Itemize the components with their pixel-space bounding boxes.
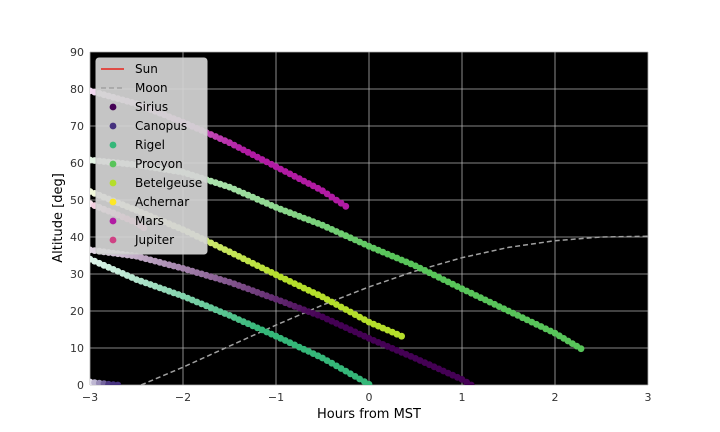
y-tick-label: 70 — [70, 120, 84, 133]
moon-line — [140, 235, 648, 385]
x-tick-label: 1 — [459, 391, 466, 404]
legend-label-jupiter: Jupiter — [134, 233, 174, 247]
legend-label-canopus: Canopus — [135, 119, 187, 133]
legend-swatch-mars — [109, 217, 117, 225]
y-tick-label: 80 — [70, 83, 84, 96]
x-tick-label: 3 — [645, 391, 652, 404]
legend-label-sirius: Sirius — [135, 100, 168, 114]
y-ticks: 0 10 20 30 40 50 60 70 80 90 — [70, 46, 84, 392]
legend-label-mars: Mars — [135, 214, 164, 228]
x-tick-label: −3 — [82, 391, 98, 404]
legend-label-betelgeuse: Betelgeuse — [135, 176, 202, 190]
legend-swatch-sirius — [109, 103, 117, 111]
y-tick-label: 50 — [70, 194, 84, 207]
x-tick-label: −1 — [268, 391, 284, 404]
legend-label-sun: Sun — [135, 62, 158, 76]
procyon-point — [577, 345, 585, 353]
legend-swatch-procyon — [109, 160, 117, 168]
grid — [89, 51, 649, 386]
legend-label-procyon: Procyon — [135, 157, 183, 171]
rigel-point — [365, 380, 373, 385]
y-tick-label: 10 — [70, 342, 84, 355]
y-tick-label: 20 — [70, 305, 84, 318]
x-tick-label: 0 — [366, 391, 373, 404]
legend: Sun Moon Sirius Canopus Rigel Procyon Betelgeu… — [95, 57, 208, 255]
legend-swatch-canopus — [109, 122, 117, 130]
legend-swatch-jupiter — [109, 236, 117, 244]
legend-swatch-betelgeuse — [109, 179, 117, 187]
y-tick-label: 90 — [70, 46, 84, 59]
legend-label-moon: Moon — [135, 81, 168, 95]
canopus-point — [114, 381, 122, 385]
betelgeuse-point — [398, 332, 405, 340]
y-axis-title: Altitude [deg] — [51, 173, 66, 263]
legend-label-achernar: Achernar — [135, 195, 189, 209]
legend-swatch-rigel — [109, 141, 117, 149]
x-tick-label: 2 — [552, 391, 559, 404]
y-tick-label: 60 — [70, 157, 84, 170]
sirius-point — [467, 381, 475, 385]
legend-box — [95, 57, 208, 255]
x-tick-label: −2 — [175, 391, 191, 404]
legend-swatch-achernar — [109, 198, 117, 206]
y-tick-label: 0 — [77, 379, 84, 392]
x-axis-title: Hours from MST — [317, 407, 421, 422]
mars-point — [342, 202, 350, 210]
y-tick-label: 30 — [70, 268, 84, 281]
x-ticks: −3 −2 −1 0 1 2 3 — [82, 391, 652, 404]
legend-label-rigel: Rigel — [135, 138, 165, 152]
y-tick-label: 40 — [70, 231, 84, 244]
